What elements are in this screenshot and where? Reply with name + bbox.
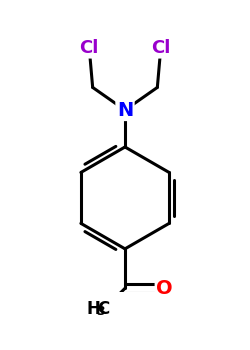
Text: N: N [117,100,133,120]
Text: 3: 3 [96,306,105,318]
Text: H: H [87,300,101,318]
Text: O: O [156,279,173,298]
Text: Cl: Cl [80,39,99,57]
Text: Cl: Cl [151,39,171,57]
Text: C: C [98,300,110,318]
